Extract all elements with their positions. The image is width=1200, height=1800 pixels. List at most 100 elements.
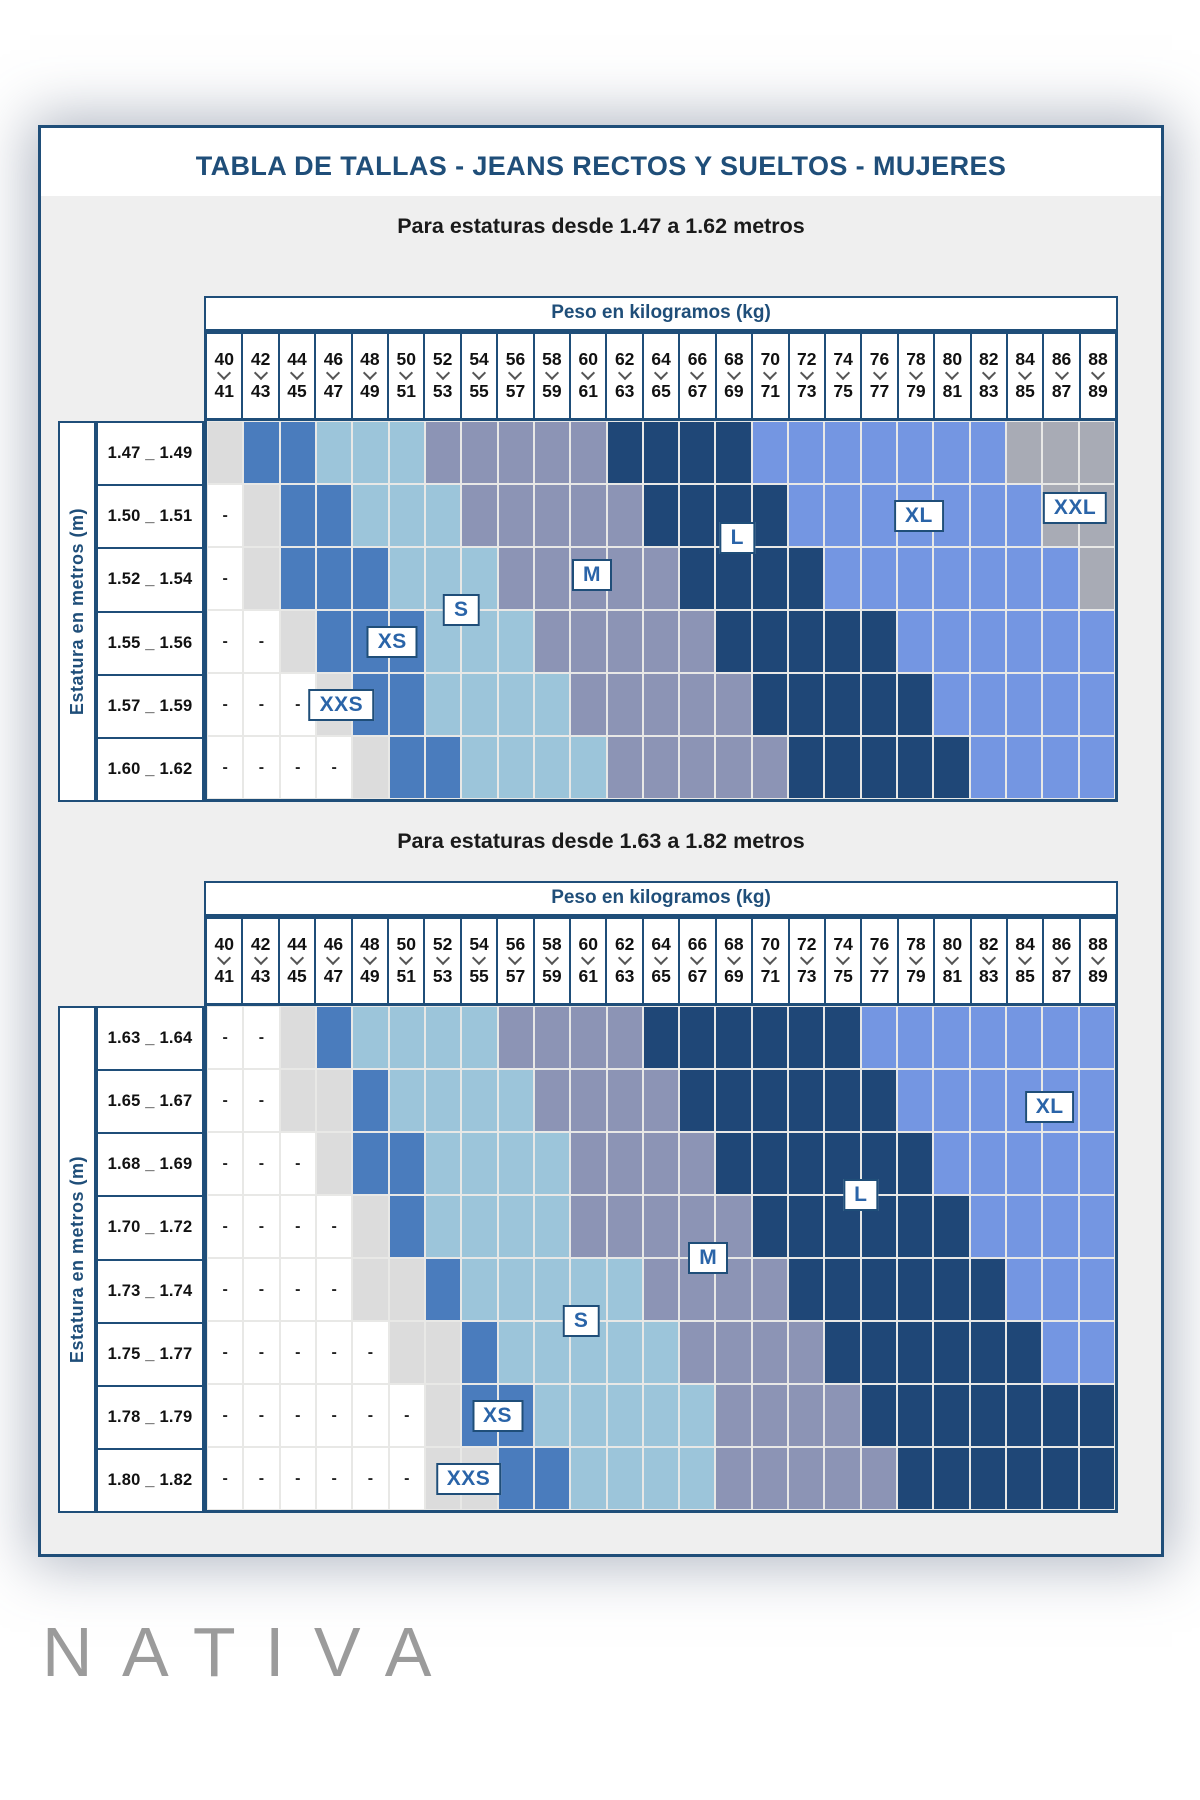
size-label-xl: XL	[1024, 1090, 1075, 1123]
size-cell-s	[607, 1448, 642, 1509]
weight-to-value: 59	[542, 380, 562, 401]
brand-logo: NATIVA	[42, 1613, 461, 1691]
size-cell-l	[789, 674, 824, 735]
size-cell-m	[462, 422, 497, 483]
size-cell-xxl	[1007, 422, 1042, 483]
size-cell-xl	[1043, 1196, 1078, 1257]
size-cell-l	[861, 674, 897, 735]
size-cell-xs	[353, 548, 388, 609]
weight-to-value: 61	[578, 965, 598, 986]
weight-from-value: 80	[942, 933, 963, 954]
weight-from-value: 50	[396, 933, 416, 954]
table2-weight-axis-title: Peso en kilogramos (kg)	[204, 881, 1118, 916]
size-cell-empty: -	[244, 674, 279, 735]
size-cell-s	[462, 674, 497, 735]
size-cell-m	[607, 485, 642, 546]
size-cell-l	[898, 1322, 933, 1383]
size-cell-xs	[353, 1070, 388, 1131]
weight-from-value: 46	[323, 933, 344, 954]
weight-column-header: 86 87	[1042, 919, 1078, 1003]
weight-column-header: 78 79	[896, 919, 933, 1003]
size-cell-m	[825, 1448, 860, 1509]
size-cell-l	[934, 1322, 969, 1383]
size-cell-empty: -	[316, 1196, 352, 1257]
size-cell-xl	[861, 422, 897, 483]
weight-to-value: 49	[360, 965, 380, 986]
weight-from-value: 52	[432, 348, 453, 369]
weight-from-value: 52	[432, 933, 453, 954]
size-cell-empty: -	[316, 1385, 352, 1446]
size-cell-s	[643, 1385, 679, 1446]
weight-from-value: 56	[505, 348, 526, 369]
size-cell-xl	[825, 548, 860, 609]
weight-to-value: 53	[432, 380, 453, 401]
weight-column-header: 68 69	[714, 919, 751, 1003]
size-cell-empty: -	[280, 737, 315, 798]
size-cell-xxl	[1079, 422, 1114, 483]
weight-to-value: 75	[833, 380, 853, 401]
size-cell-empty: -	[280, 1448, 315, 1509]
size-cell-empty: -	[244, 1007, 279, 1068]
size-cell-xxs	[389, 1322, 424, 1383]
table2-subtitle: Para estaturas desde 1.63 a 1.82 metros	[397, 829, 805, 853]
size-cell-s	[353, 422, 388, 483]
size-cell-xl	[861, 1007, 897, 1068]
size-cell-m	[498, 485, 533, 546]
size-cell-empty: -	[208, 1448, 243, 1509]
size-cell-m	[825, 1385, 860, 1446]
weight-to-value: 89	[1088, 380, 1108, 401]
size-cell-l	[861, 1070, 897, 1131]
size-cell-xl	[1007, 737, 1042, 798]
size-cell-s	[462, 1007, 497, 1068]
size-cell-xl	[970, 548, 1006, 609]
size-cell-m	[716, 674, 751, 735]
weight-from-value: 76	[869, 933, 890, 954]
size-cell-s	[571, 1385, 606, 1446]
size-cell-s	[425, 1070, 461, 1131]
weight-to-value: 61	[578, 380, 598, 401]
weight-from-value: 54	[469, 348, 489, 369]
height-axis-text: Estatura en metros (m)	[66, 507, 87, 716]
size-cell-m	[607, 1133, 642, 1194]
size-cell-l	[680, 1007, 715, 1068]
weight-to-value: 57	[505, 965, 526, 986]
size-cell-xl	[1007, 1133, 1042, 1194]
size-cell-s	[425, 1196, 461, 1257]
size-cell-s	[353, 1007, 388, 1068]
weight-from-value: 44	[287, 933, 307, 954]
size-cell-xl	[1043, 1259, 1078, 1320]
size-cell-m	[571, 422, 606, 483]
size-cell-empty: -	[208, 548, 243, 609]
size-cell-empty: -	[316, 1448, 352, 1509]
size-cell-l	[861, 1322, 897, 1383]
weight-column-header: 74 75	[823, 334, 860, 418]
size-cell-xl	[970, 611, 1006, 672]
height-label-column: 1.47 _ 1.49 1.50 _ 1.51 1.52 _ 1.54 1.55 _ …	[96, 421, 204, 802]
weight-to-value: 45	[287, 965, 307, 986]
size-cell-m	[643, 1196, 679, 1257]
size-cell-xxs	[280, 611, 315, 672]
weight-to-value: 83	[979, 380, 999, 401]
size-label-s: S	[562, 1305, 600, 1337]
weight-to-value: 55	[469, 380, 489, 401]
weight-from-value: 84	[1015, 933, 1035, 954]
weight-to-value: 87	[1051, 380, 1072, 401]
weight-to-value: 41	[214, 965, 234, 986]
weight-to-value: 79	[906, 380, 926, 401]
size-cell-m	[462, 485, 497, 546]
size-cell-m	[534, 485, 570, 546]
weight-column-header: 76 77	[860, 334, 896, 418]
weight-to-value: 43	[250, 965, 271, 986]
weight-from-value: 42	[250, 348, 271, 369]
size-cell-xs	[316, 548, 352, 609]
weight-column-header: 58 59	[532, 334, 569, 418]
size-cell-xl	[934, 1133, 969, 1194]
size-cell-s	[425, 1007, 461, 1068]
size-cell-xl	[934, 1007, 969, 1068]
size-cell-m	[607, 1070, 642, 1131]
size-cell-empty: -	[244, 1133, 279, 1194]
size-cell-empty: -	[208, 674, 243, 735]
weight-from-value: 70	[760, 348, 781, 369]
height-range-label: 1.52 _ 1.54	[98, 547, 202, 610]
weight-to-value: 49	[360, 380, 380, 401]
